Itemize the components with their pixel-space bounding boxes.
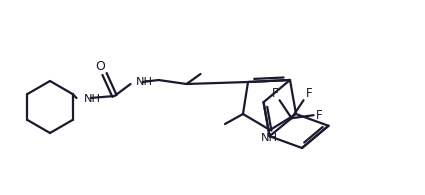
Text: O: O <box>96 59 105 73</box>
Text: NH: NH <box>136 77 153 87</box>
Text: F: F <box>306 87 313 100</box>
Text: NH: NH <box>261 133 278 143</box>
Text: NH: NH <box>84 94 101 104</box>
Text: F: F <box>316 109 323 122</box>
Text: F: F <box>272 87 279 100</box>
